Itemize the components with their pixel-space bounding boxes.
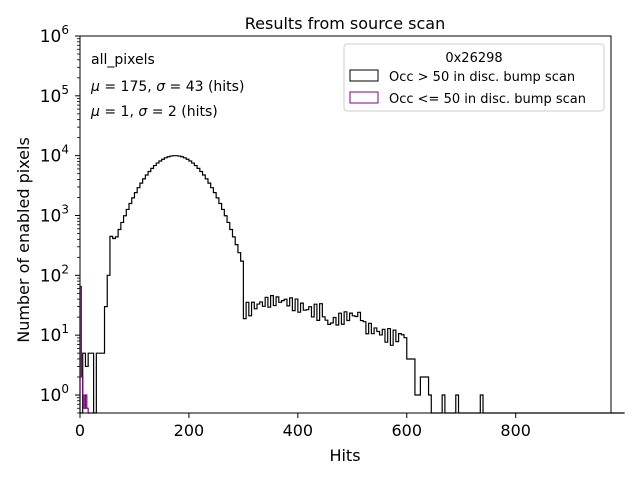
- y-tick-label: 100: [40, 382, 69, 406]
- y-tick-label: 103: [40, 202, 69, 226]
- annotation-stats-main: μ = 175, σ = 43 (hits): [90, 79, 244, 95]
- x-axis-ticks: 0 200 400 600 800: [75, 413, 531, 440]
- x-tick-label: 0: [75, 421, 85, 440]
- x-tick-label: 400: [283, 421, 314, 440]
- y-tick-label: 105: [40, 83, 69, 107]
- annotation-stats-low: μ = 1, σ = 2 (hits): [90, 104, 218, 120]
- x-tick-label: 800: [500, 421, 531, 440]
- x-tick-label: 600: [391, 421, 422, 440]
- legend-box: [343, 43, 605, 112]
- legend-swatch-low: [349, 91, 379, 104]
- legend: 0x26298 Occ > 50 in disc. bump scan Occ …: [343, 43, 605, 112]
- series-high-occupancy: [80, 155, 625, 414]
- y-tick-label: 104: [40, 143, 69, 167]
- y-axis-label: Number of enabled pixels: [14, 137, 33, 343]
- legend-title: 0x26298: [445, 51, 502, 66]
- chart-title: Results from source scan: [245, 14, 445, 33]
- x-axis-label: Hits: [329, 446, 360, 465]
- annotation-name: all_pixels: [91, 52, 155, 68]
- y-axis-ticks: 100 101 102 103 104 105 106: [40, 23, 80, 414]
- y-tick-label: 101: [40, 322, 69, 346]
- x-tick-label: 200: [174, 421, 205, 440]
- stats-annotations: all_pixels μ = 175, σ = 43 (hits) μ = 1,…: [90, 52, 244, 120]
- legend-swatch-high: [349, 69, 379, 82]
- y-tick-label: 102: [40, 262, 69, 286]
- legend-label-high: Occ > 50 in disc. bump scan: [389, 70, 575, 85]
- legend-label-low: Occ <= 50 in disc. bump scan: [389, 92, 586, 107]
- y-tick-label: 106: [40, 23, 69, 47]
